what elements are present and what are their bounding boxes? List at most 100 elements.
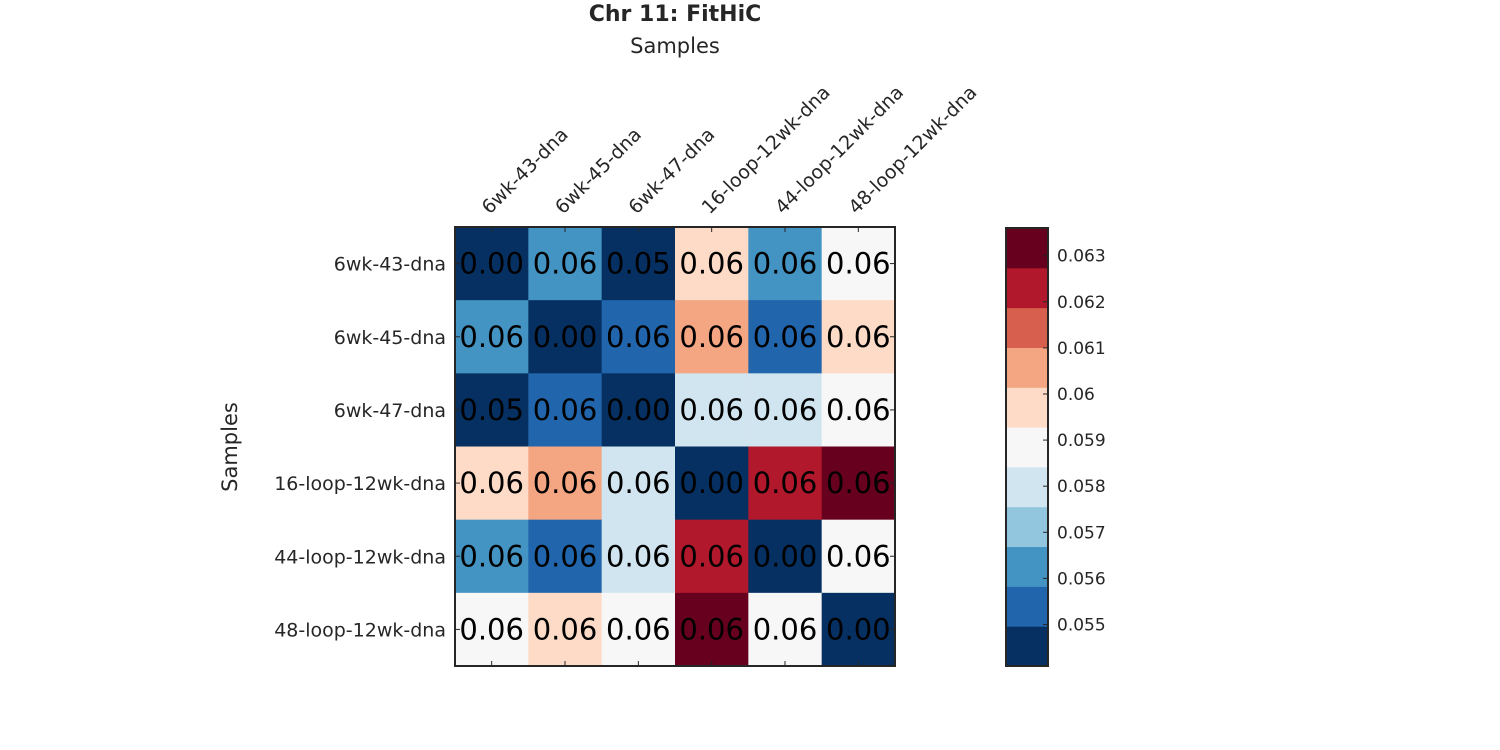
colorbar: 0.055 0.056 0.057 0.058 0.059 0.06 0.061 0.062 0… [1005,227,1106,667]
cell-value-label: 0.00 [679,466,744,500]
colorbar-tick-label: 0.06 [1057,385,1095,405]
y-tick-label: 16-loop-12wk-dna [274,473,446,495]
cell-value-label: 0.00 [826,612,891,646]
colorbar-tick-label: 0.058 [1057,477,1106,497]
heatmap-cell [748,446,823,521]
heatmap-cell [455,446,529,521]
colorbar-tick-label: 0.063 [1057,247,1106,267]
heatmap-cell [821,446,896,521]
colorbar-tick-label: 0.057 [1057,523,1106,543]
y-tick-label: 44-loop-12wk-dna [274,546,446,568]
cell-value-label: 0.06 [533,393,598,427]
y-axis-label: Samples [218,402,242,492]
heatmap-cell [528,446,603,521]
colorbar-segment [1006,307,1048,348]
colorbar-segment [1006,228,1048,269]
heatmap-cell [601,300,676,374]
colorbar-segment [1006,347,1048,388]
cell-value-label: 0.06 [459,539,524,573]
cell-value-label: 0.06 [826,466,891,500]
cell-value-label: 0.00 [606,393,671,427]
cell-value-label: 0.06 [679,393,744,427]
cell-value-label: 0.06 [753,247,818,281]
cell-value-label: 0.06 [606,320,671,354]
x-tick-label: 48-loop-12wk-dna [844,81,981,218]
cell-value-label: 0.06 [533,612,598,646]
heatmap-cell [601,519,676,594]
heatmap-cell [528,373,603,447]
y-tick-label: 6wk-45-dna [334,327,446,349]
heatmap-cell [455,300,529,374]
cell-value-label: 0.06 [826,247,891,281]
cell-value-label: 0.06 [679,612,744,646]
colorbar-segment [1006,387,1048,428]
heatmap-cell [601,227,676,301]
heatmap-cell [748,373,823,447]
y-tick-labels: 6wk-43-dna 6wk-45-dna 6wk-47-dna 16-loop-12… [274,254,446,642]
cell-value-label: 0.06 [679,247,744,281]
cell-value-label: 0.06 [606,466,671,500]
heatmap-cell [528,300,603,374]
cell-value-label: 0.00 [459,247,524,281]
colorbar-tick-label: 0.062 [1057,293,1106,313]
x-tick-labels: 6wk-43-dna6wk-45-dna6wk-47-dna16-loop-12… [478,81,982,218]
cell-value-label: 0.06 [459,612,524,646]
cell-value-label: 0.05 [606,247,671,281]
colorbar-segment [1006,466,1048,508]
heatmap-cell [601,373,676,447]
x-tick-label: 44-loop-12wk-dna [771,81,908,218]
cell-value-label: 0.06 [533,466,598,500]
cell-value-label: 0.06 [533,247,598,281]
cell-value-label: 0.06 [826,393,891,427]
colorbar-tick-label: 0.056 [1057,569,1106,589]
cell-value-label: 0.06 [753,320,818,354]
heatmap-cell [455,227,529,301]
plot-frame [454,226,896,667]
x-axis-label: Samples [630,34,720,58]
cell-value-label: 0.05 [459,393,524,427]
heatmap-cells [455,227,896,667]
chart-title: Chr 11: FitHiC [589,2,762,27]
heatmap-cell [528,519,603,594]
cell-value-label: 0.06 [679,320,744,354]
heatmap-cell [675,592,749,667]
cell-value-label: 0.06 [459,466,524,500]
heatmap-cell [748,227,823,301]
heatmap-cell-labels: 0.00 0.06 0.05 0.06 0.06 0.060.06 0.00 0.06 0.06… [459,247,890,647]
heatmap-cell [455,519,529,594]
heatmap-cell [455,373,529,447]
colorbar-segment [1006,506,1048,548]
heatmap-cell [675,446,749,521]
heatmap-cell [455,592,529,667]
heatmap-cell [528,592,603,667]
cell-value-label: 0.06 [606,539,671,573]
cell-value-label: 0.06 [679,539,744,573]
heatmap-cell [675,227,749,301]
cell-value-label: 0.06 [533,539,598,573]
heatmap-cell [748,592,823,667]
colorbar-tick-label: 0.059 [1057,431,1106,451]
colorbar-segment [1006,586,1048,627]
cell-value-label: 0.06 [606,612,671,646]
colorbar-frame [1005,227,1049,667]
cell-value-label: 0.06 [826,539,891,573]
colorbar-segment [1006,546,1048,587]
heatmap-cell [675,300,749,374]
y-tick-label: 6wk-43-dna [334,254,446,276]
heatmap-cell [821,373,896,447]
heatmap-cell [675,373,749,447]
y-tick-label: 48-loop-12wk-dna [274,619,446,641]
cell-value-label: 0.06 [459,320,524,354]
heatmap-cell [821,300,896,374]
heatmap-cell [675,519,749,594]
colorbar-tick-label: 0.055 [1057,616,1106,636]
heatmap-cell [748,519,823,594]
y-tick-label: 6wk-47-dna [334,400,446,422]
heatmap-cell [821,519,896,594]
heatmap-cell [821,227,896,301]
heatmap-cell [601,446,676,521]
x-tick-label: 16-loop-12wk-dna [698,81,835,218]
heatmap-cell [528,227,603,301]
colorbar-tick-label: 0.061 [1057,339,1106,359]
